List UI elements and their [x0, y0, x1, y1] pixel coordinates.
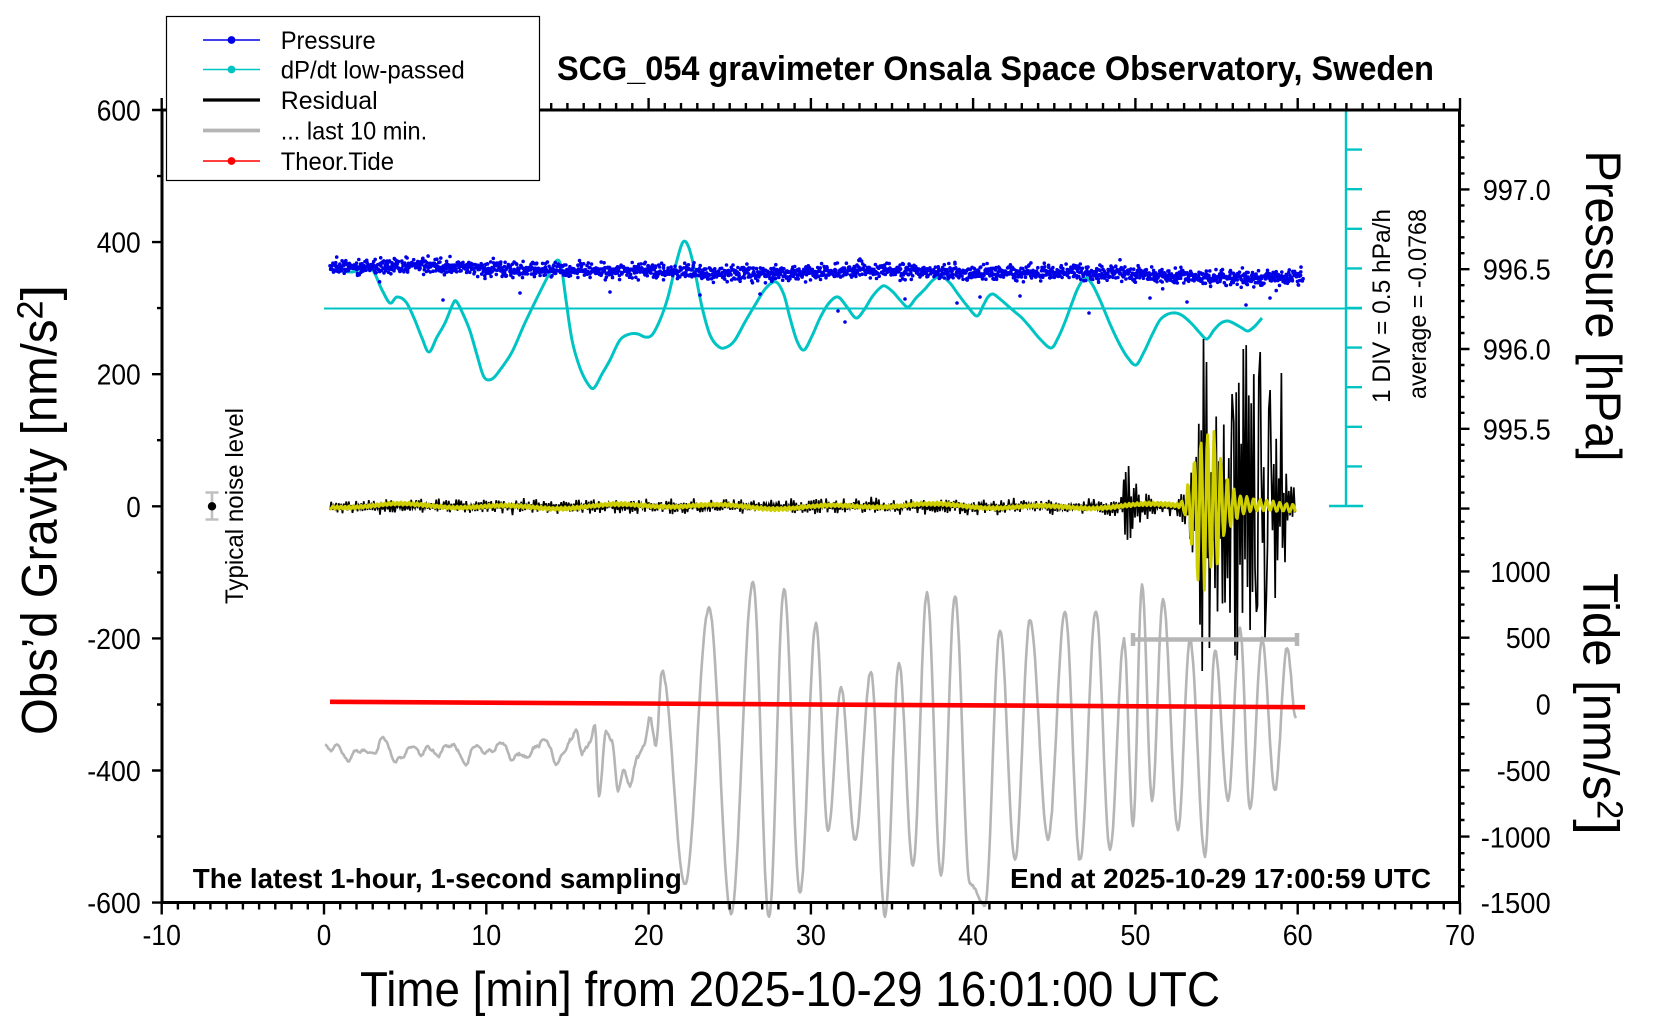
svg-text:996.5: 996.5 [1483, 255, 1551, 287]
svg-text:SCG_054 gravimeter Onsala Spac: SCG_054 gravimeter Onsala Space Observat… [557, 50, 1434, 88]
svg-text:Theor.Tide: Theor.Tide [281, 148, 394, 176]
svg-text:-1000: -1000 [1481, 822, 1551, 854]
svg-text:70: 70 [1445, 920, 1475, 952]
svg-text:30: 30 [796, 920, 826, 952]
svg-text:-400: -400 [87, 756, 141, 788]
svg-text:... last 10 min.: ... last 10 min. [281, 117, 428, 145]
svg-text:20: 20 [634, 920, 664, 952]
svg-text:10: 10 [471, 920, 501, 952]
svg-text:Pressure [hPa]: Pressure [hPa] [1575, 151, 1631, 462]
svg-text:997.0: 997.0 [1483, 175, 1551, 207]
svg-text:0: 0 [317, 920, 332, 952]
svg-text:995.5: 995.5 [1483, 414, 1551, 446]
svg-text:0: 0 [126, 492, 141, 524]
svg-text:600: 600 [97, 96, 141, 128]
svg-text:Tide [nm/s2]: Tide [nm/s2] [1573, 573, 1631, 835]
svg-text:dP/dt low-passed: dP/dt low-passed [281, 56, 465, 84]
svg-text:-200: -200 [87, 624, 141, 656]
svg-text:The latest 1-hour, 1-second sa: The latest 1-hour, 1-second sampling [193, 863, 682, 894]
svg-text:500: 500 [1506, 623, 1551, 655]
svg-text:average = -0.0768: average = -0.0768 [1404, 209, 1432, 399]
svg-text:Time [min] from 2025-10-29 16:: Time [min] from 2025-10-29 16:01:00 UTC [360, 963, 1220, 1017]
svg-text:400: 400 [97, 228, 141, 260]
svg-text:50: 50 [1120, 920, 1150, 952]
svg-text:1 DIV = 0.5 hPa/h: 1 DIV = 0.5 hPa/h [1368, 209, 1396, 403]
svg-text:-1500: -1500 [1481, 888, 1551, 920]
svg-text:Typical noise level: Typical noise level [221, 408, 249, 604]
svg-text:200: 200 [97, 360, 141, 392]
svg-text:-500: -500 [1497, 756, 1551, 788]
svg-text:Pressure: Pressure [281, 27, 376, 55]
svg-text:Obs’d Gravity [nm/s2]: Obs’d Gravity [nm/s2] [10, 285, 68, 735]
svg-text:End at 2025-10-29 17:00:59 UTC: End at 2025-10-29 17:00:59 UTC [1010, 863, 1431, 894]
svg-text:996.0: 996.0 [1483, 335, 1551, 367]
svg-text:1000: 1000 [1490, 557, 1551, 589]
svg-text:0: 0 [1536, 690, 1551, 722]
svg-text:60: 60 [1283, 920, 1313, 952]
svg-text:Residual: Residual [281, 87, 378, 115]
svg-text:40: 40 [958, 920, 988, 952]
svg-text:-10: -10 [142, 920, 181, 952]
svg-text:-600: -600 [87, 888, 141, 920]
